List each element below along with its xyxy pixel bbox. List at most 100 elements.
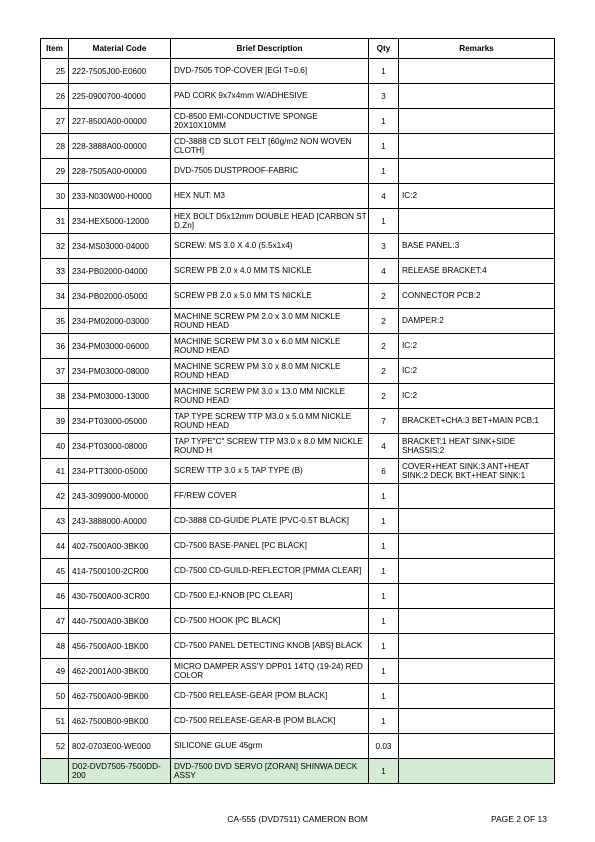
cell-code: 234-PB02000-05000: [69, 284, 171, 309]
table-row: 52802-0703E00-WE000SILICONE GLUE 45grm0.…: [41, 734, 555, 759]
cell-item: 46: [41, 584, 69, 609]
cell-rem: [399, 159, 555, 184]
col-header-remarks: Remarks: [399, 39, 555, 59]
cell-qty: 1: [369, 709, 399, 734]
cell-item: 47: [41, 609, 69, 634]
table-row: 41234-PTT3000-05000SCREW TTP 3.0 x 5 TAP…: [41, 459, 555, 484]
cell-qty: 2: [369, 309, 399, 334]
cell-qty: 4: [369, 434, 399, 459]
cell-code: 414-7500100-2CR00: [69, 559, 171, 584]
cell-item: 42: [41, 484, 69, 509]
cell-desc: SILICONE GLUE 45grm: [171, 734, 369, 759]
table-row: 40234-PT03000-08000TAP TYPE"C" SCREW TTP…: [41, 434, 555, 459]
table-row: 39234-PT03000-05000TAP TYPE SCREW TTP M3…: [41, 409, 555, 434]
cell-qty: 2: [369, 284, 399, 309]
cell-code: 234-PM03000-06000: [69, 334, 171, 359]
table-row: D02-DVD7505-7500DD-200DVD-7500 DVD SERVO…: [41, 759, 555, 784]
footer-page-number: PAGE 2 OF 13: [491, 814, 547, 824]
cell-desc: DVD-7505 TOP-COVER [EGI T=0.6]: [171, 59, 369, 84]
col-header-desc: Brief Description: [171, 39, 369, 59]
cell-code: 440-7500A00-3BK00: [69, 609, 171, 634]
cell-desc: HEX BOLT D5x12mm DOUBLE HEAD [CARBON ST …: [171, 209, 369, 234]
cell-item: 48: [41, 634, 69, 659]
cell-item: 37: [41, 359, 69, 384]
table-row: 36234-PM03000-06000MACHINE SCREW PM 3.0 …: [41, 334, 555, 359]
cell-item: 40: [41, 434, 69, 459]
cell-code: 243-3099000-M0000: [69, 484, 171, 509]
table-row: 29228-7505A00-00000DVD-7505 DUSTPROOF-FA…: [41, 159, 555, 184]
cell-desc: CD-3888 CD SLOT FELT [60g/m2 NON WOVEN C…: [171, 134, 369, 159]
cell-rem: DAMPER:2: [399, 309, 555, 334]
col-header-item: Item: [41, 39, 69, 59]
cell-qty: 2: [369, 384, 399, 409]
table-row: 44402-7500A00-3BK00CD-7500 BASE-PANEL [P…: [41, 534, 555, 559]
cell-code: 228-7505A00-00000: [69, 159, 171, 184]
cell-code: 234-PTT3000-05000: [69, 459, 171, 484]
cell-rem: [399, 709, 555, 734]
cell-qty: 2: [369, 334, 399, 359]
cell-code: 227-8500A00-00000: [69, 109, 171, 134]
cell-desc: CD-7500 PANEL DETECTING KNOB [ABS] BLACK: [171, 634, 369, 659]
cell-qty: 1: [369, 109, 399, 134]
cell-item: 39: [41, 409, 69, 434]
table-row: 42243-3099000-M0000FF/REW COVER1: [41, 484, 555, 509]
table-row: 32234-MS03000-04000SCREW: MS 3.0 X 4.0 (…: [41, 234, 555, 259]
cell-item: 26: [41, 84, 69, 109]
cell-rem: [399, 484, 555, 509]
cell-qty: 1: [369, 209, 399, 234]
cell-desc: SCREW TTP 3.0 x 5 TAP TYPE (B): [171, 459, 369, 484]
cell-item: 28: [41, 134, 69, 159]
cell-rem: [399, 209, 555, 234]
cell-code: 225-0900700-40000: [69, 84, 171, 109]
cell-desc: TAP TYPE SCREW TTP M3.0 x 5.0 MM NICKLE …: [171, 409, 369, 434]
table-row: 37234-PM03000-08000MACHINE SCREW PM 3.0 …: [41, 359, 555, 384]
cell-desc: MACHINE SCREW PM 2.0 x 3.0 MM NICKLE ROU…: [171, 309, 369, 334]
bom-table: Item Material Code Brief Description Qty…: [40, 38, 555, 784]
cell-code: 222-7505J00-E0600: [69, 59, 171, 84]
cell-qty: 1: [369, 584, 399, 609]
cell-rem: [399, 559, 555, 584]
cell-code: 234-PM03000-13000: [69, 384, 171, 409]
cell-desc: CD-8500 EMI-CONDUCTIVE SPONGE 20X10X10MM: [171, 109, 369, 134]
cell-desc: SCREW PB 2.0 x 4.0 MM TS NICKLE: [171, 259, 369, 284]
cell-desc: CD-7500 HOOK [PC BLACK]: [171, 609, 369, 634]
cell-qty: 4: [369, 184, 399, 209]
cell-rem: RELEASE BRACKET:4: [399, 259, 555, 284]
cell-desc: CD-7500 BASE-PANEL [PC BLACK]: [171, 534, 369, 559]
cell-item: 29: [41, 159, 69, 184]
cell-desc: HEX NUT: M3: [171, 184, 369, 209]
table-header: Item Material Code Brief Description Qty…: [41, 39, 555, 59]
cell-code: 234-PT03000-05000: [69, 409, 171, 434]
page-container: Item Material Code Brief Description Qty…: [0, 0, 595, 784]
cell-rem: [399, 509, 555, 534]
cell-item: 34: [41, 284, 69, 309]
cell-qty: 1: [369, 484, 399, 509]
cell-code: 462-7500A00-9BK00: [69, 684, 171, 709]
cell-desc: MACHINE SCREW PM 3.0 x 13.0 MM NICKLE RO…: [171, 384, 369, 409]
cell-qty: 1: [369, 659, 399, 684]
cell-rem: [399, 584, 555, 609]
table-row: 50462-7500A00-9BK00CD-7500 RELEASE-GEAR …: [41, 684, 555, 709]
cell-qty: 1: [369, 509, 399, 534]
cell-item: 35: [41, 309, 69, 334]
cell-desc: CD-3888 CD-GUIDE PLATE [PVC-0.5T BLACK]: [171, 509, 369, 534]
cell-item: 30: [41, 184, 69, 209]
cell-desc: CD-7500 CD-GUILD-REFLECTOR [PMMA CLEAR]: [171, 559, 369, 584]
cell-desc: MICRO DAMPER ASS'Y DPP01 14TQ (19-24) RE…: [171, 659, 369, 684]
cell-rem: [399, 109, 555, 134]
cell-qty: 3: [369, 84, 399, 109]
cell-qty: 3: [369, 234, 399, 259]
cell-code: 234-MS03000-04000: [69, 234, 171, 259]
table-row: 27227-8500A00-00000CD-8500 EMI-CONDUCTIV…: [41, 109, 555, 134]
col-header-code: Material Code: [69, 39, 171, 59]
cell-desc: CD-7500 EJ-KNOB [PC CLEAR]: [171, 584, 369, 609]
table-row: 34234-PB02000-05000SCREW PB 2.0 x 5.0 MM…: [41, 284, 555, 309]
cell-rem: [399, 734, 555, 759]
cell-item: 33: [41, 259, 69, 284]
cell-desc: DVD-7500 DVD SERVO [ZORAN] SHINWA DECK A…: [171, 759, 369, 784]
cell-qty: 1: [369, 684, 399, 709]
cell-qty: 4: [369, 259, 399, 284]
cell-rem: [399, 634, 555, 659]
cell-item: 41: [41, 459, 69, 484]
cell-code: 430-7500A00-3CR00: [69, 584, 171, 609]
